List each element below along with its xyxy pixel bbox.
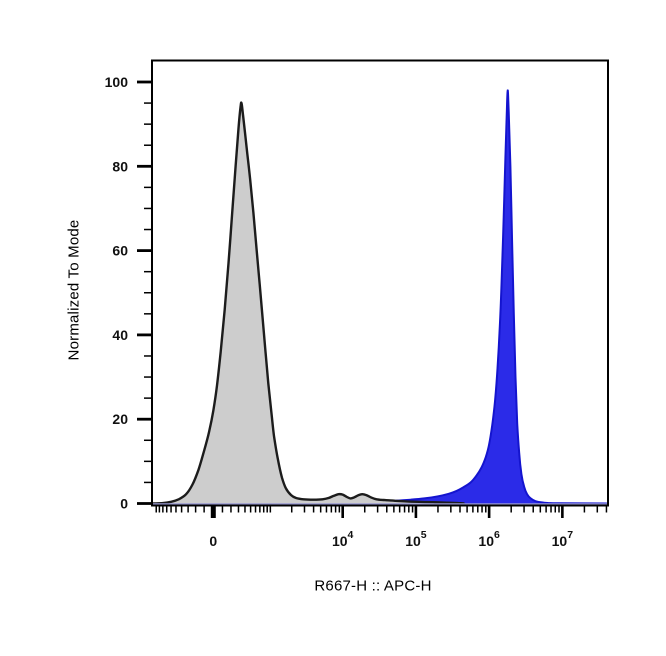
y-axis-tick-label: 40 bbox=[112, 327, 128, 343]
y-axis-tick-label: 60 bbox=[112, 243, 128, 259]
histogram-fill-control bbox=[153, 102, 464, 504]
y-axis-title: Normalized To Mode bbox=[65, 219, 83, 361]
histogram-outline-stained bbox=[152, 89, 608, 505]
x-axis-tick-label: 0 bbox=[209, 533, 217, 549]
y-axis-tick-label: 100 bbox=[105, 74, 129, 90]
y-axis-tick-label: 20 bbox=[112, 411, 128, 427]
x-axis-tick-label: 104 bbox=[332, 529, 354, 549]
x-axis-tick-label: 105 bbox=[405, 529, 427, 549]
x-axis-tick-label: 107 bbox=[552, 529, 574, 549]
x-axis-title: R667-H :: APC-H bbox=[314, 577, 432, 595]
y-axis-tick-label: 0 bbox=[120, 496, 128, 512]
x-axis-tick-label: 106 bbox=[478, 529, 500, 549]
plot-frame bbox=[151, 59, 609, 507]
y-axis-tick-label: 80 bbox=[112, 158, 128, 174]
histogram-outline-control bbox=[152, 101, 465, 505]
